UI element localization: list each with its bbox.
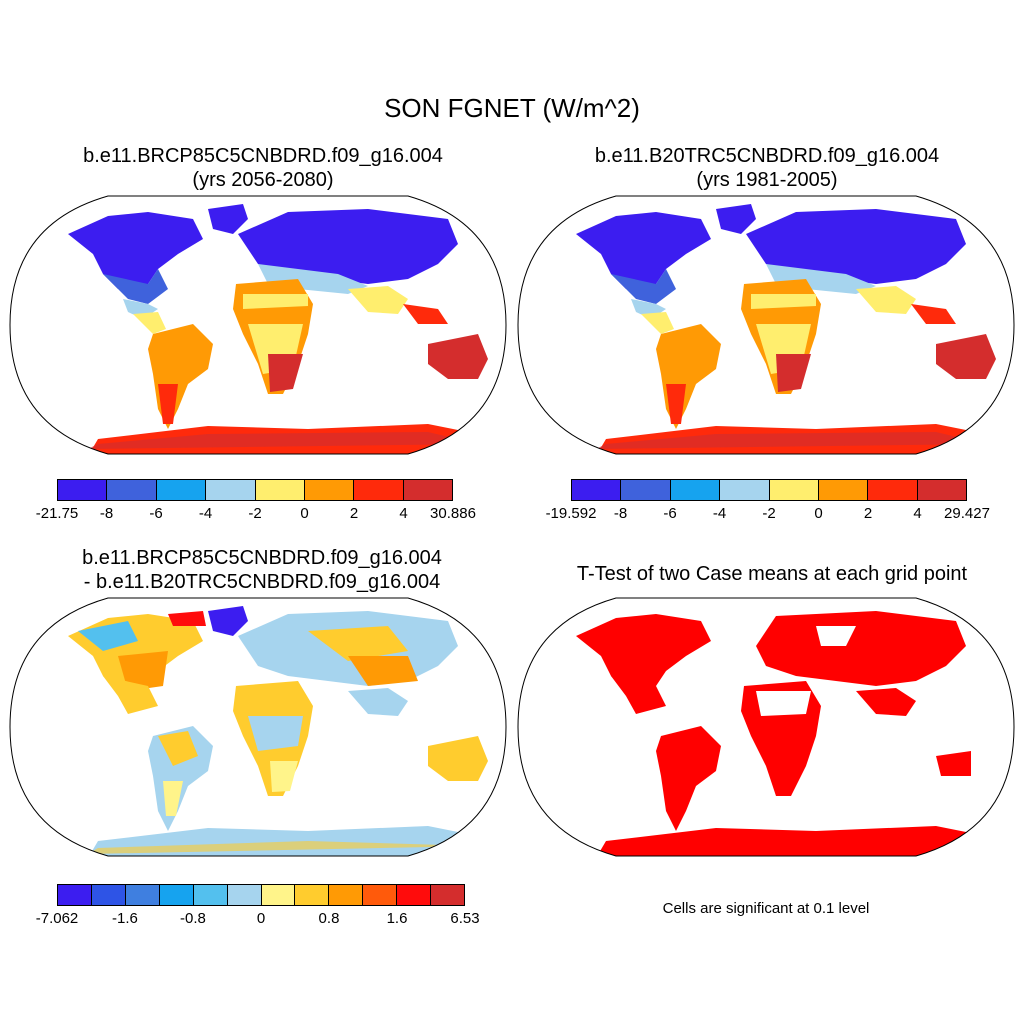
eurasia-land bbox=[746, 209, 966, 284]
cb1-swatch-6 bbox=[354, 480, 404, 500]
cb1-swatch-2 bbox=[156, 480, 207, 500]
cb2-label-7: 4 bbox=[913, 505, 922, 522]
cb1-label-1: -8 bbox=[99, 505, 114, 522]
cb3-swatch-8 bbox=[329, 885, 364, 905]
cb3-label-4: 0.8 bbox=[318, 910, 340, 927]
antarctica-significant bbox=[596, 826, 996, 856]
map-panel2 bbox=[517, 195, 1015, 455]
cb3-label-5: 1.6 bbox=[386, 910, 408, 927]
cb2-label-8: 29.427 bbox=[944, 505, 990, 522]
significance-note: Cells are significant at 0.1 level bbox=[662, 900, 870, 917]
cb3-swatch-1 bbox=[91, 885, 126, 905]
cb3-swatch-2 bbox=[125, 885, 160, 905]
cb2-swatch-6 bbox=[868, 480, 918, 500]
cb3-swatch-4 bbox=[193, 885, 228, 905]
cb3-label-3: 0 bbox=[256, 910, 266, 927]
cb1-swatch-0 bbox=[58, 480, 108, 500]
cb3-swatch-5 bbox=[227, 885, 262, 905]
cb1-label-3: -4 bbox=[198, 505, 213, 522]
colorbar-panel2-labels: -19.592 -8 -6 -4 -2 0 2 4 29.427 bbox=[546, 505, 990, 525]
greenland-land bbox=[208, 204, 248, 234]
cb2-label-6: 2 bbox=[863, 505, 873, 522]
panel3-title: b.e11.BRCP85C5CNBDRD.f09_g16.004 bbox=[82, 547, 442, 569]
cb3-swatch-3 bbox=[159, 885, 194, 905]
south-america-significant bbox=[656, 726, 721, 831]
panel4-title: T-Test of two Case means at each grid po… bbox=[576, 563, 968, 585]
eurasia-land bbox=[238, 209, 458, 284]
map-panel4 bbox=[517, 597, 1015, 857]
cb1-swatch-7 bbox=[403, 480, 452, 500]
panel2-subtitle: (yrs 1981-2005) bbox=[696, 169, 838, 191]
greenland-land bbox=[208, 606, 248, 636]
north-america-significant bbox=[576, 614, 711, 691]
cb2-swatch-2 bbox=[670, 480, 721, 500]
australia-land bbox=[428, 736, 488, 781]
cb2-label-0: -19.592 bbox=[545, 505, 597, 522]
north-america-land bbox=[68, 212, 203, 289]
cb1-label-5: 0 bbox=[300, 505, 309, 522]
cb1-label-0: -21.75 bbox=[35, 505, 79, 522]
cb2-swatch-7 bbox=[917, 480, 966, 500]
cb2-swatch-3 bbox=[720, 480, 770, 500]
cb1-swatch-4 bbox=[255, 480, 305, 500]
australia-land bbox=[428, 334, 488, 379]
cb3-swatch-7 bbox=[295, 885, 330, 905]
greenland-land bbox=[716, 204, 756, 234]
cb1-label-8: 30.886 bbox=[430, 505, 476, 522]
cb3-label-1: -1.6 bbox=[112, 910, 138, 927]
cb2-swatch-1 bbox=[621, 480, 671, 500]
colorbar-panel3-labels: -7.062 -1.6 -0.8 0 0.8 1.6 6.53 bbox=[36, 910, 480, 930]
cb3-label-6: 6.53 bbox=[450, 910, 480, 927]
panel2-title: b.e11.B20TRC5CNBDRD.f09_g16.004 bbox=[594, 145, 940, 167]
cb3-swatch-9 bbox=[363, 885, 398, 905]
australia-land bbox=[936, 334, 996, 379]
map-panel3 bbox=[9, 597, 507, 857]
panel1-subtitle: (yrs 2056-2080) bbox=[192, 169, 334, 191]
cb2-label-3: -4 bbox=[712, 505, 727, 522]
cb1-label-4: -2 bbox=[248, 505, 262, 522]
map-panel1 bbox=[9, 195, 507, 455]
cb3-swatch-0 bbox=[58, 885, 92, 905]
cb1-swatch-3 bbox=[206, 480, 256, 500]
cb3-label-0: -7.062 bbox=[35, 910, 79, 927]
colorbar-panel1 bbox=[57, 479, 453, 501]
cb2-swatch-4 bbox=[769, 480, 819, 500]
colorbar-panel3 bbox=[57, 884, 465, 906]
colorbar-panel1-labels: -21.75 -8 -6 -4 -2 0 2 4 30.886 bbox=[36, 505, 476, 525]
panel1-title: b.e11.BRCP85C5CNBDRD.f09_g16.004 bbox=[83, 145, 443, 167]
south-america-land bbox=[148, 726, 213, 831]
figure-title: SON FGNET (W/m^2) bbox=[384, 93, 640, 123]
panel3-subtitle: - b.e11.B20TRC5CNBDRD.f09_g16.004 bbox=[83, 571, 441, 593]
cb3-swatch-10 bbox=[397, 885, 432, 905]
cb2-label-4: -2 bbox=[762, 505, 776, 522]
cb2-swatch-5 bbox=[818, 480, 869, 500]
cb2-label-2: -6 bbox=[663, 505, 677, 522]
cb1-label-6: 2 bbox=[349, 505, 359, 522]
cb3-label-2: -0.8 bbox=[180, 910, 206, 927]
cb1-swatch-1 bbox=[107, 480, 157, 500]
cb2-label-5: 0 bbox=[814, 505, 823, 522]
colorbar-panel2 bbox=[571, 479, 967, 501]
cb1-label-7: 4 bbox=[399, 505, 408, 522]
cb3-swatch-11 bbox=[431, 885, 465, 905]
cb2-label-1: -8 bbox=[613, 505, 628, 522]
north-america-land bbox=[576, 212, 711, 289]
cb3-swatch-6 bbox=[261, 885, 296, 905]
cb1-label-2: -6 bbox=[149, 505, 163, 522]
cb2-swatch-0 bbox=[572, 480, 622, 500]
cb1-swatch-5 bbox=[304, 480, 355, 500]
